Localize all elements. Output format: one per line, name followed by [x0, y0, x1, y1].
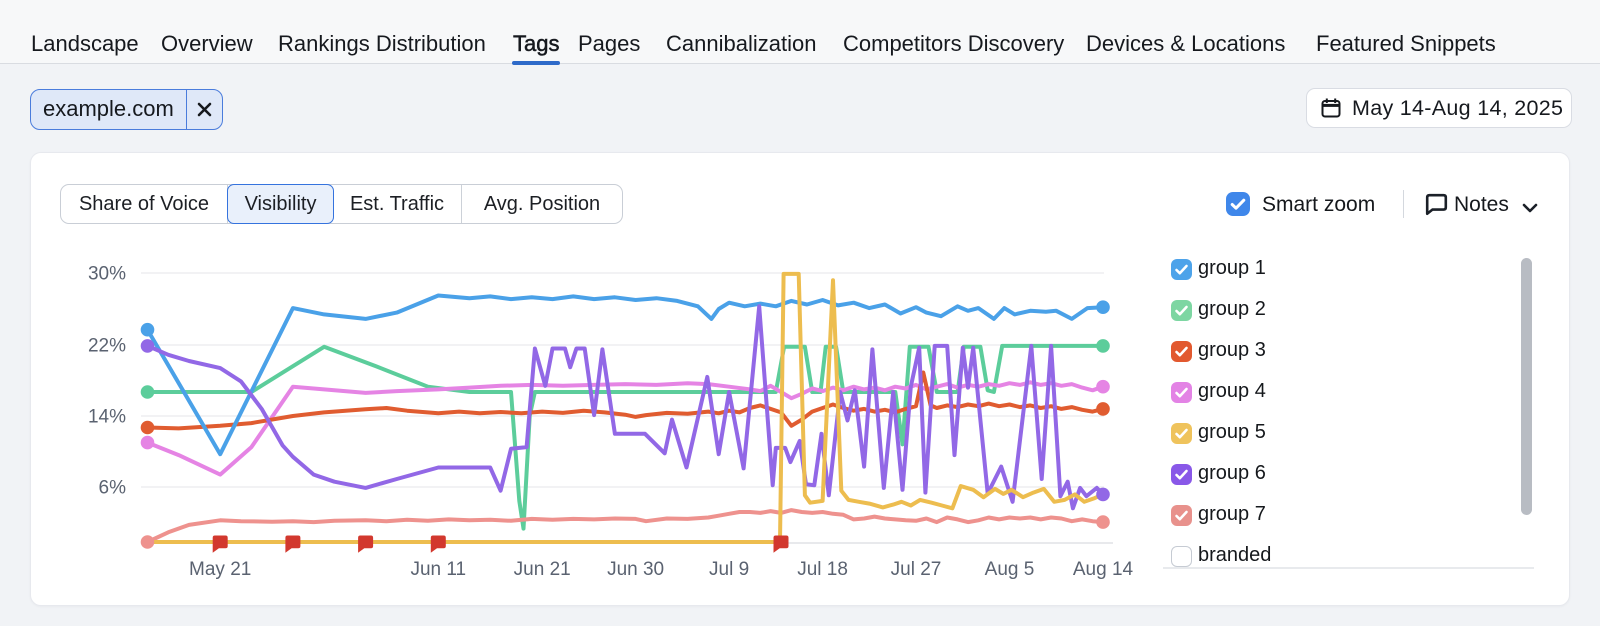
svg-text:May 21: May 21 [189, 559, 251, 580]
svg-text:22%: 22% [88, 336, 126, 357]
svg-text:6%: 6% [99, 478, 127, 499]
svg-text:Jun 11: Jun 11 [410, 559, 466, 580]
svg-text:Jun 21: Jun 21 [514, 559, 571, 580]
svg-text:14%: 14% [88, 407, 126, 428]
svg-text:Jul 27: Jul 27 [891, 559, 942, 580]
svg-text:Aug 5: Aug 5 [985, 559, 1035, 580]
svg-text:Aug 14: Aug 14 [1073, 559, 1134, 580]
svg-text:Jul 9: Jul 9 [709, 559, 749, 580]
svg-text:30%: 30% [88, 264, 126, 285]
svg-text:Jun 30: Jun 30 [607, 559, 664, 580]
svg-text:Jul 18: Jul 18 [797, 559, 848, 580]
